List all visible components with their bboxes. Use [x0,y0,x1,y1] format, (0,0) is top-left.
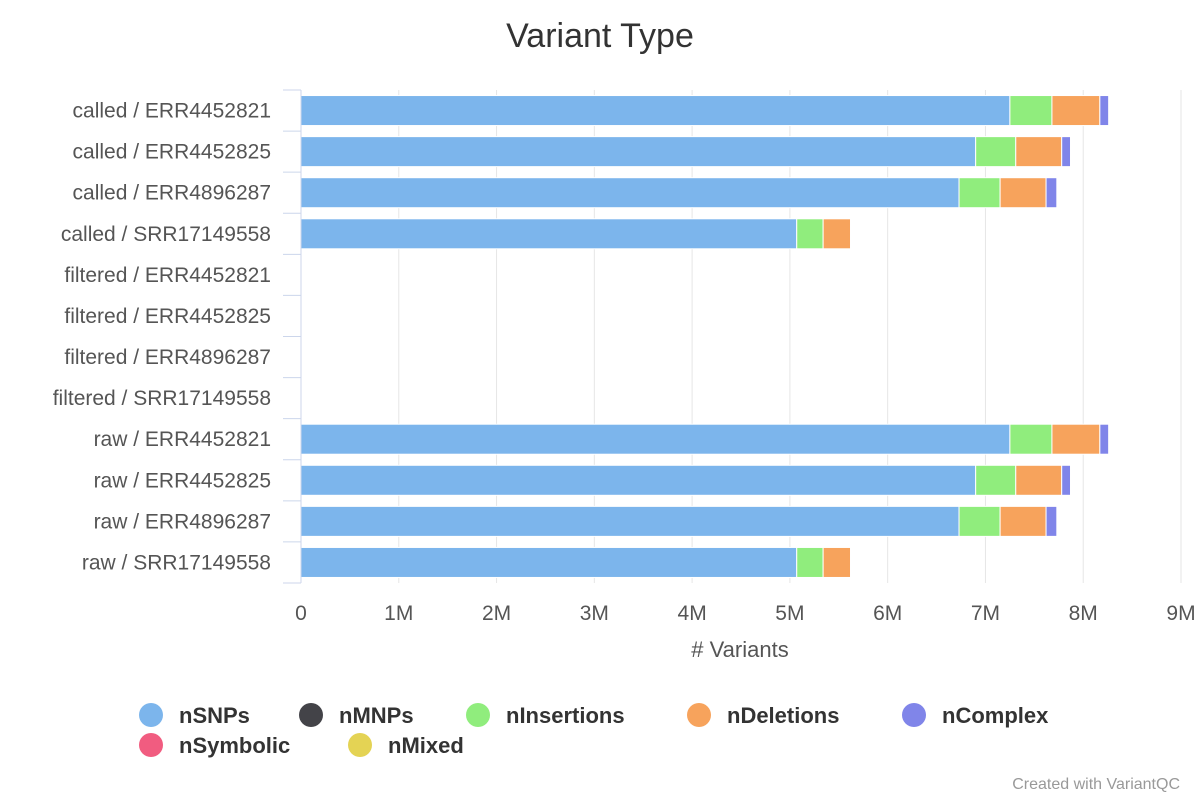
chart-title: Variant Type [506,17,694,55]
bar-segment-nsnps[interactable] [300,464,977,496]
bar-segment-ncomplex[interactable] [1099,423,1110,455]
bar-segment-nsnps[interactable] [300,423,1011,455]
legend-item-nmnps[interactable]: nMNPs [299,703,414,728]
y-tick-label: raw / ERR4896287 [94,510,271,533]
legend-marker [348,733,372,757]
legend-item-nmixed[interactable]: nMixed [348,733,464,758]
y-tick-label: called / ERR4452825 [73,141,271,164]
bar-segment-ninsertions[interactable] [796,546,824,578]
bar-segment-nsnps[interactable] [300,218,798,250]
legend: nSNPs nMNPs nInsertions nDeletions nComplex n… [139,703,1049,758]
bar-segment-nsnps[interactable] [300,505,960,537]
legend-label: nComplex [942,703,1049,728]
x-tick-label: 3M [580,602,609,625]
legend-item-ncomplex[interactable]: nComplex [902,703,1049,728]
x-tick-label: 4M [678,602,707,625]
bar-segment-ncomplex[interactable] [1045,505,1058,537]
legend-label: nSymbolic [179,733,290,758]
legend-marker [139,703,163,727]
legend-label: nMixed [388,733,464,758]
x-tick-label: 9M [1166,602,1195,625]
y-tick-label: called / ERR4452821 [73,100,271,123]
legend-label: nMNPs [339,703,414,728]
y-tick-label: filtered / ERR4896287 [64,346,271,369]
bar-segment-nsnps[interactable] [300,546,798,578]
legend-marker [687,703,711,727]
legend-marker [902,703,926,727]
bar-segment-ndeletions[interactable] [1015,136,1063,168]
y-tick-label: called / ERR4896287 [73,182,271,205]
bar-segment-ndeletions[interactable] [999,505,1047,537]
bar-segment-ncomplex[interactable] [1099,95,1110,127]
x-tick-label: 1M [384,602,413,625]
legend-marker [139,733,163,757]
legend-label: nInsertions [506,703,625,728]
x-axis-label: # Variants [691,637,788,662]
bar-segment-nsnps[interactable] [300,136,977,168]
legend-marker [299,703,323,727]
y-tick-label: filtered / SRR17149558 [53,387,271,410]
grid-lines [398,90,1182,583]
bar-segment-ndeletions[interactable] [1051,95,1101,127]
bar-segment-ninsertions[interactable] [1009,95,1053,127]
x-tick-label: 7M [971,602,1000,625]
bar-segment-ndeletions[interactable] [999,177,1047,209]
bar-segment-ncomplex[interactable] [1061,464,1072,496]
bar-segment-ninsertions[interactable] [958,505,1001,537]
bar-segment-ndeletions[interactable] [1015,464,1063,496]
bars [300,95,1110,578]
credit-text[interactable]: Created with VariantQC [1012,776,1180,793]
bar-segment-ninsertions[interactable] [975,464,1017,496]
bar-segment-ncomplex[interactable] [1061,136,1072,168]
bar-segment-nsnps[interactable] [300,95,1011,127]
x-tick-label: 5M [775,602,804,625]
legend-item-nsnps[interactable]: nSNPs [139,703,250,728]
x-tick-label: 6M [873,602,902,625]
x-tick-label: 8M [1069,602,1098,625]
x-tick-label: 0 [295,602,307,625]
y-tick-label: raw / SRR17149558 [82,551,271,574]
legend-item-nsymbolic[interactable]: nSymbolic [139,733,290,758]
y-tick-label: called / SRR17149558 [61,223,271,246]
bar-segment-nsnps[interactable] [300,177,960,209]
bar-segment-ninsertions[interactable] [958,177,1001,209]
bar-segment-ndeletions[interactable] [822,546,852,578]
y-tick-label: raw / ERR4452825 [94,469,271,492]
bar-segment-ninsertions[interactable] [975,136,1017,168]
legend-marker [466,703,490,727]
legend-label: nSNPs [179,703,250,728]
y-tick-label: raw / ERR4452821 [94,428,271,451]
y-tick-label: filtered / ERR4452825 [64,305,271,328]
bar-segment-ndeletions[interactable] [1051,423,1101,455]
x-tick-label: 2M [482,602,511,625]
bar-segment-ninsertions[interactable] [1009,423,1053,455]
y-tick-label: filtered / ERR4452821 [64,264,271,287]
bar-segment-ninsertions[interactable] [796,218,824,250]
legend-label: nDeletions [727,703,839,728]
bar-segment-ncomplex[interactable] [1045,177,1058,209]
legend-item-ndeletions[interactable]: nDeletions [687,703,839,728]
bar-segment-ndeletions[interactable] [822,218,852,250]
axes: 0 1M 2M 3M 4M 5M 6M 7M 8M 9M called / ERR4452821 ca… [53,89,1196,625]
legend-item-ninsertions[interactable]: nInsertions [466,703,625,728]
